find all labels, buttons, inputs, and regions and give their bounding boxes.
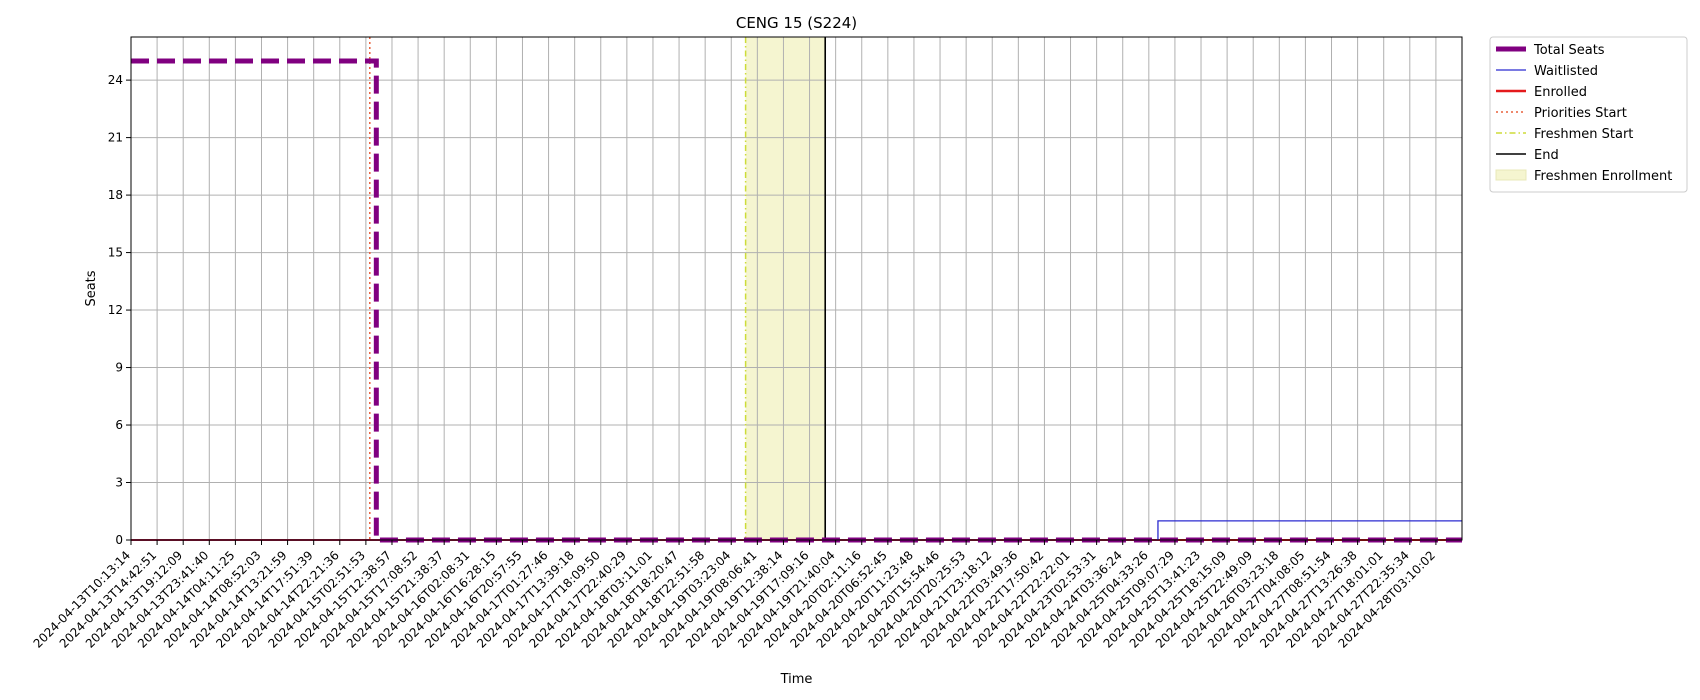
legend-label-freshmen-enrollment: Freshmen Enrollment [1534,169,1672,184]
y-tick-label: 12 [108,303,123,317]
legend-label-waitlisted: Waitlisted [1534,64,1598,79]
series-line-total-seats [131,58,1462,543]
y-tick-label: 18 [108,188,123,202]
y-tick-label: 21 [108,131,123,145]
legend-box [1489,36,1688,193]
span-freshmen-enrollment [745,37,826,540]
legend-swatch-freshmen-enrollment [1495,169,1527,181]
legend-label-priorities-start: Priorities Start [1534,106,1627,121]
legend-label-freshmen-start: Freshmen Start [1534,127,1633,142]
y-tick-label: 15 [108,246,123,260]
legend-label-total-seats: Total Seats [1533,43,1605,58]
legend: Total Seats Waitlisted Enrolled Priorities … [1489,36,1688,193]
spans-layer [745,37,826,540]
x-axis-title: Time [780,672,813,687]
grid-layer [130,37,1462,541]
legend-label-end: End [1534,148,1559,163]
y-axis-title: Seats [84,270,99,306]
y-tick-label: 9 [115,361,123,375]
x-ticks-layer: 2024-04-13T10:13:142024-04-13T14:42:5120… [31,540,1438,651]
chart-title: CENG 15 (S224) [736,14,857,32]
plot-frame [130,36,1463,541]
legend-label-enrolled: Enrolled [1534,85,1587,100]
y-tick-label: 6 [115,418,123,432]
y-ticks-layer: 0 3 6 9 12 15 18 21 24 [108,73,131,547]
y-tick-label: 24 [108,73,123,87]
y-tick-label: 3 [115,476,123,490]
vertical-lines-layer [369,37,827,540]
y-tick-label: 0 [115,533,123,547]
